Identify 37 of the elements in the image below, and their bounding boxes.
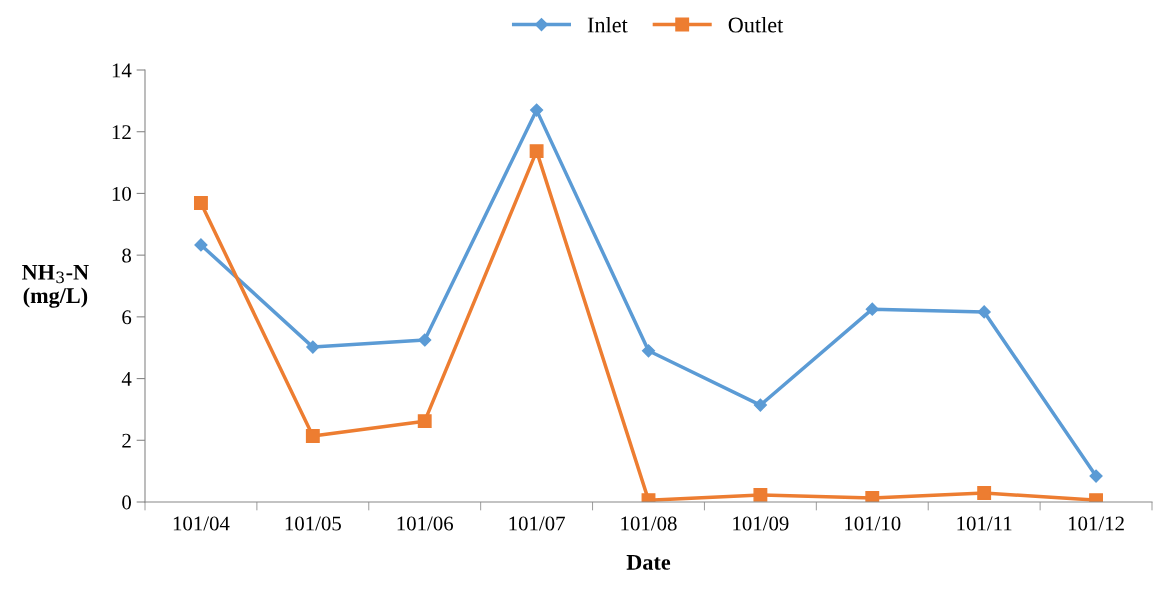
x-tick-label: 101/09	[733, 516, 789, 531]
point	[194, 238, 208, 252]
point	[418, 333, 432, 347]
point	[417, 414, 432, 429]
point	[1089, 469, 1103, 483]
y-tick-label: 6	[122, 310, 132, 325]
point	[753, 487, 768, 502]
point	[977, 305, 991, 319]
x-tick-label: 101/05	[285, 516, 341, 531]
y-axis-title: NH$_{3}$-N (mg/L)	[22, 264, 89, 308]
y-tick-label: 14	[112, 63, 132, 78]
point	[306, 340, 320, 354]
y-tick-label: 0	[122, 495, 132, 510]
point	[753, 398, 767, 412]
point	[865, 491, 880, 502]
x-tick-label: 101/11	[957, 516, 1012, 531]
x-tick-label: 101/08	[621, 516, 677, 531]
point	[641, 344, 656, 358]
y-tick-label: 2	[122, 433, 131, 448]
y-tick-label: 10	[112, 186, 132, 201]
point	[865, 302, 879, 316]
x-axis-title: Date	[626, 555, 671, 570]
x-tick-label: 101/04	[173, 516, 230, 531]
x-tick-label: 101/07	[509, 516, 565, 531]
legend-label: Outlet	[728, 16, 784, 33]
x-tick-label: 101/10	[845, 516, 901, 531]
legend-label: Inlet	[587, 16, 628, 33]
point	[305, 429, 320, 443]
x-tick-label: 101/06	[397, 516, 454, 531]
y-tick-label: 12	[112, 125, 131, 139]
y-tick-label: 4	[121, 372, 132, 386]
x-tick-label: 101/12	[1068, 516, 1124, 531]
point	[529, 144, 544, 159]
point	[193, 196, 208, 210]
point	[977, 486, 992, 500]
point	[530, 103, 544, 117]
y-tick-label: 8	[122, 248, 132, 263]
